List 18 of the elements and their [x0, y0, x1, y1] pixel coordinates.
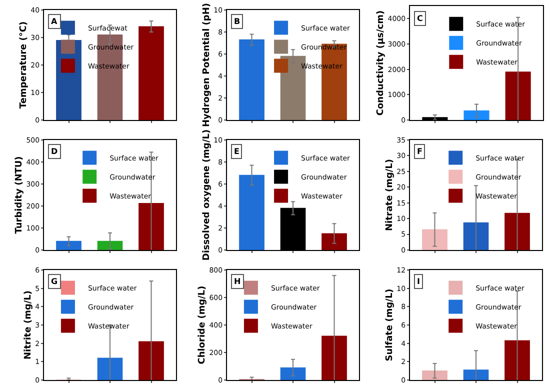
y-axis-title: Temperature (°C): [19, 21, 30, 109]
annotation: H: [234, 277, 241, 286]
annotation: D: [51, 147, 58, 156]
annotation: G: [51, 277, 58, 286]
annotation: B: [234, 17, 240, 26]
y-axis-title: Sulfate (mg/L): [385, 288, 396, 362]
y-axis-title: Turbidity (NTU): [14, 156, 25, 234]
annotation: E: [234, 147, 240, 156]
annotation: I: [417, 277, 420, 286]
y-axis-title: Hydrogen Potential (pH): [202, 2, 212, 128]
annotation: A: [51, 17, 58, 26]
y-axis-title: Dissolved oxygene (mg/L): [202, 129, 212, 261]
y-axis-title: Nitrite (mg/L): [23, 290, 34, 360]
annotation: F: [417, 147, 422, 156]
annotation: C: [417, 14, 423, 23]
y-axis-title: Chloride (mg/L): [198, 286, 208, 364]
y-axis-title: Nitrate (mg/L): [385, 158, 396, 232]
y-axis-title: Conductivity (µs/cm): [376, 10, 386, 116]
